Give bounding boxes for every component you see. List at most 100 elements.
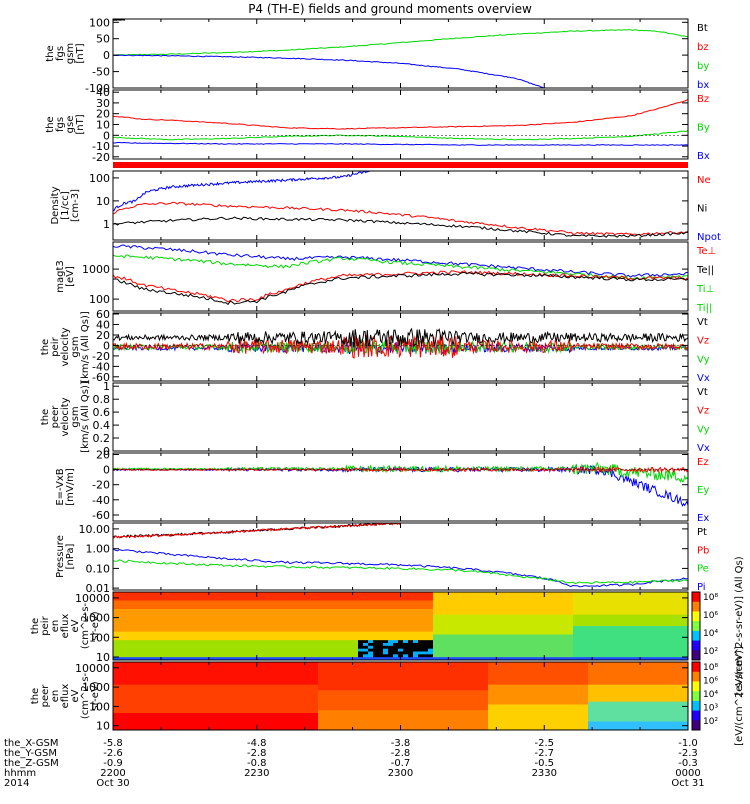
spectrogram-cell <box>478 598 483 601</box>
spectrogram-cell <box>558 649 563 652</box>
spectrogram-cell <box>313 702 318 705</box>
spectrogram-cell <box>388 671 393 674</box>
spectrogram-cell <box>463 626 468 629</box>
spectrogram-cell <box>118 699 123 702</box>
spectrogram-cell <box>313 620 318 623</box>
spectrogram-cell <box>258 612 263 615</box>
spectrogram-cell <box>678 603 683 606</box>
spectrogram-cell <box>258 702 263 705</box>
spectrogram-cell <box>658 609 663 612</box>
spectrogram-cell <box>213 707 218 710</box>
spectrogram-cell <box>378 618 383 621</box>
spectrogram-cell <box>413 601 418 604</box>
series-line <box>113 217 688 237</box>
spectrogram-cell <box>178 693 183 696</box>
spectrogram-cell <box>338 702 343 705</box>
spectrogram-cell <box>243 676 248 679</box>
spectrogram-cell <box>403 598 408 601</box>
spectrogram-cell <box>668 598 673 601</box>
spectrogram-cell <box>113 671 118 674</box>
spectrogram-cell <box>353 668 358 671</box>
spectrogram-cell <box>448 688 453 691</box>
spectrogram-cell <box>163 629 168 632</box>
spectrogram-cell <box>383 668 388 671</box>
spectrogram-cell <box>468 713 473 716</box>
spectrogram-cell <box>518 603 523 606</box>
colorbar-segment <box>692 611 700 621</box>
spectrogram-cell <box>458 652 463 655</box>
spectrogram-cell <box>588 606 593 609</box>
spectrogram-cell <box>393 702 398 705</box>
spectrogram-cell <box>533 618 538 621</box>
spectrogram-cell <box>328 637 333 640</box>
spectrogram-cell <box>358 626 363 629</box>
spectrogram-cell <box>158 646 163 649</box>
spectrogram-cell <box>383 696 388 699</box>
spectrogram-cell <box>618 654 623 657</box>
spectrogram-cell <box>638 601 643 604</box>
spectrogram-cell <box>348 595 353 598</box>
spectrogram-cell <box>363 673 368 676</box>
spectrogram-cell <box>413 719 418 722</box>
spectrogram-cell <box>493 649 498 652</box>
spectrogram-cell <box>328 676 333 679</box>
spectrogram-cell <box>363 719 368 722</box>
spectrogram-cell <box>188 635 193 638</box>
spectrogram-cell <box>348 646 353 649</box>
spectrogram-cell <box>218 606 223 609</box>
y-tick-label: 50 <box>96 33 110 46</box>
spectrogram-cell <box>143 716 148 719</box>
spectrogram-cell <box>378 601 383 604</box>
spectrogram-cell <box>298 643 303 646</box>
spectrogram-cell <box>153 635 158 638</box>
spectrogram-cell <box>563 629 568 632</box>
spectrogram-cell <box>413 626 418 629</box>
spectrogram-cell <box>618 601 623 604</box>
spectrogram-cell <box>323 724 328 727</box>
spectrogram-cell <box>568 609 573 612</box>
spectrogram-cell <box>168 688 173 691</box>
spectrogram-cell <box>368 673 373 676</box>
spectrogram-cell <box>203 652 208 655</box>
spectrogram-cell <box>163 640 168 643</box>
spectrogram-cell <box>128 682 133 685</box>
spectrogram-cell <box>123 629 128 632</box>
spectrogram-cell <box>393 719 398 722</box>
spectrogram-cell <box>228 637 233 640</box>
spectrogram-cell <box>123 615 128 618</box>
spectrogram-cell <box>283 649 288 652</box>
spectrogram-cell <box>278 618 283 621</box>
spectrogram-cell <box>438 702 443 705</box>
spectrogram-cell <box>428 665 433 668</box>
spectrogram-cell <box>243 724 248 727</box>
spectrogram-cell <box>333 632 338 635</box>
spectrogram-cell <box>223 615 228 618</box>
spectrogram-cell <box>503 620 508 623</box>
spectrogram-cell <box>303 652 308 655</box>
spectrogram-cell <box>168 682 173 685</box>
spectrogram-cell <box>453 705 458 708</box>
spectrogram-cell <box>568 606 573 609</box>
spectrogram-cell <box>363 646 368 649</box>
spectrogram-cell <box>433 668 438 671</box>
spectrogram-cell <box>583 603 588 606</box>
spectrogram-cell <box>153 665 158 668</box>
spectrogram-cell <box>353 618 358 621</box>
spectrogram-cell <box>563 612 568 615</box>
spectrogram-cell <box>628 654 633 657</box>
spectrogram-cell <box>608 623 613 626</box>
spectrogram-cell <box>413 665 418 668</box>
spectrogram-cell <box>113 643 118 646</box>
spectrogram-cell <box>323 682 328 685</box>
spectrogram-cell <box>663 643 668 646</box>
spectrogram-cell <box>203 618 208 621</box>
spectrogram-cell <box>283 623 288 626</box>
spectrogram-cell <box>218 654 223 657</box>
spectrogram-cell <box>168 646 173 649</box>
spectrogram-cell <box>563 601 568 604</box>
spectrogram-cell <box>433 707 438 710</box>
spectrogram-cell <box>368 702 373 705</box>
spectrogram-cell <box>323 696 328 699</box>
spectrogram-cell <box>673 640 678 643</box>
spectrogram-cell <box>383 654 388 657</box>
